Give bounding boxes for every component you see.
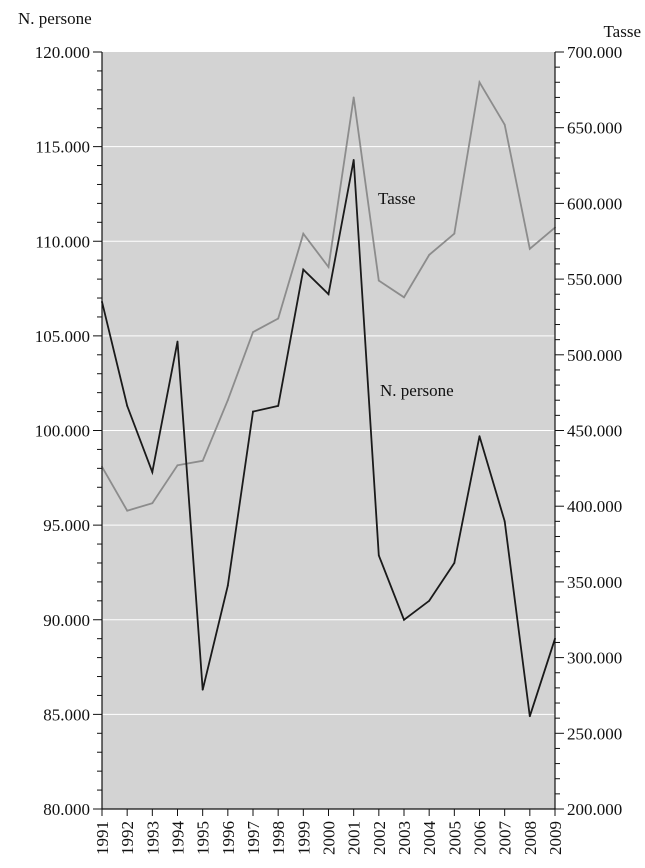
x-tick-label: 1993	[143, 821, 162, 855]
x-tick-label: 1996	[219, 821, 238, 855]
left-tick-label: 115.000	[35, 138, 90, 157]
right-tick-label: 300.000	[567, 649, 622, 668]
data-point	[226, 584, 229, 587]
x-tick-label: 2006	[471, 821, 490, 855]
data-point	[302, 232, 305, 235]
data-point	[403, 296, 405, 299]
data-point	[478, 81, 481, 84]
data-point	[277, 404, 280, 407]
data-point	[277, 317, 280, 320]
data-point	[176, 340, 179, 343]
x-tick-label: 1997	[244, 821, 263, 856]
data-point	[327, 266, 330, 268]
right-tick-label: 500.000	[567, 346, 622, 365]
data-point	[528, 247, 531, 250]
data-point	[302, 268, 305, 271]
gridlines	[102, 146, 555, 715]
data-point	[252, 410, 254, 413]
right-tick-label: 650.000	[567, 119, 622, 138]
x-tick-label: 2000	[320, 821, 339, 855]
left-tick-label: 95.000	[43, 516, 90, 535]
x-tick-label: 1998	[269, 821, 288, 855]
right-tick-label: 350.000	[567, 573, 622, 592]
left-tick-label: 105.000	[35, 327, 90, 346]
right-tick-label: 550.000	[567, 270, 622, 289]
x-tick-label: 2004	[420, 821, 439, 856]
right-tick-label: 600.000	[567, 194, 622, 213]
x-tick-label: 1999	[294, 821, 313, 855]
right-tick-label: 400.000	[567, 497, 622, 516]
left-tick-label: 85.000	[43, 705, 90, 724]
data-point	[352, 96, 355, 99]
data-point	[478, 435, 481, 438]
left-axis-ticks: 80.000 85.000 90.000 95.000 100.000 105.000 11…	[35, 43, 102, 819]
x-tick-label: 1994	[169, 821, 188, 856]
data-point	[126, 404, 129, 407]
right-tick-label: 700.000	[567, 43, 622, 62]
data-point	[352, 158, 355, 161]
right-axis-ticks: 200.000 250.000 300.000 350.000 400.000 450.0…	[555, 43, 622, 819]
data-point	[453, 562, 456, 564]
annotation-tasse: Tasse	[378, 189, 416, 208]
x-tick-label: 2001	[345, 821, 364, 855]
left-axis-title: N. persone	[18, 9, 92, 28]
left-tick-label: 80.000	[43, 800, 90, 819]
data-point	[201, 688, 204, 691]
x-tick-label: 1992	[118, 821, 137, 855]
data-point	[151, 471, 154, 474]
data-point	[503, 520, 506, 523]
series-lines	[101, 79, 556, 718]
x-tick-label: 2007	[496, 821, 515, 856]
data-point	[201, 459, 204, 462]
left-tick-label: 120.000	[35, 43, 90, 62]
x-tick-label: 2003	[395, 821, 414, 855]
x-tick-label: 2008	[521, 821, 540, 855]
right-tick-label: 250.000	[567, 724, 622, 743]
data-point	[252, 331, 254, 333]
data-point	[176, 464, 179, 467]
data-point	[503, 123, 506, 126]
right-tick-label: 200.000	[567, 800, 622, 819]
data-point	[428, 599, 431, 602]
data-point	[327, 293, 330, 296]
left-tick-label: 90.000	[43, 611, 90, 630]
data-point	[151, 502, 154, 505]
right-axis-title: Tasse	[603, 22, 641, 41]
data-point	[126, 509, 129, 512]
x-tick-label: 2009	[546, 821, 565, 855]
data-point	[403, 618, 405, 621]
left-tick-label: 100.000	[35, 422, 90, 441]
data-point	[377, 554, 380, 557]
x-tick-label: 1995	[194, 821, 213, 855]
x-tick-label: 1991	[93, 821, 112, 855]
data-point	[453, 232, 456, 235]
x-tick-label: 2005	[445, 821, 464, 855]
annotation-n-persone: N. persone	[380, 381, 454, 400]
x-tick-label: 2002	[370, 821, 389, 855]
left-tick-label: 110.000	[35, 232, 90, 251]
x-axis-ticks: 1991 1992 1993 1994 1995 1996 1997 1998 1999 2000…	[93, 809, 565, 855]
data-point	[528, 715, 531, 718]
data-point	[377, 279, 380, 282]
data-point	[428, 253, 431, 256]
right-tick-label: 450.000	[567, 422, 622, 441]
data-point	[226, 399, 229, 402]
